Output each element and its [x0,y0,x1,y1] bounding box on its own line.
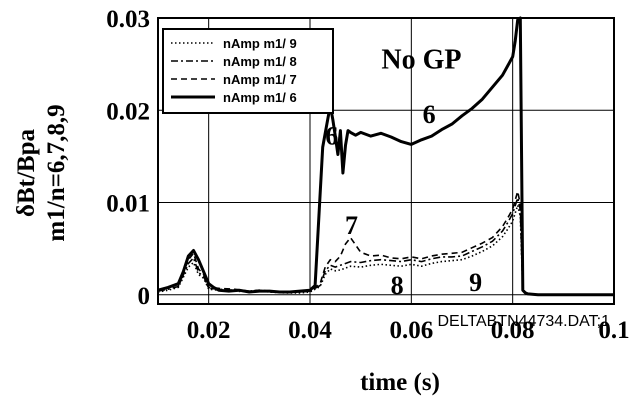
y-tick-label: 0.03 [106,6,150,33]
legend-label: nAmp m1/ 7 [223,72,297,87]
annotation-label: 9 [469,268,482,297]
annotation-label: 6 [325,121,338,150]
annotation-label: 6 [423,100,436,129]
series-layer [157,16,614,297]
x-tick-label: 0.06 [389,317,433,344]
annotation-layer: No GP 6 6 7 8 9 [325,45,482,300]
annotation-label: 7 [345,211,358,240]
y-tick-label: 0 [138,283,151,310]
legend-label: nAmp m1/ 8 [223,54,297,69]
x-tick-label: 0.08 [491,317,535,344]
legend: nAmp m1/ 9 nAmp m1/ 8 nAmp m1/ 7 nAmp m1/ 6 [162,28,334,114]
annotation-label: No GP [381,45,461,76]
x-tick-label: 0.1 [598,317,629,344]
annotation-label: 8 [391,271,404,300]
y-tick-label: 0.02 [106,98,150,125]
series-line-4 [157,16,614,297]
y-axis-label-line: δBt/Bpa [13,129,40,218]
legend-label: nAmp m1/ 9 [223,36,297,51]
series-line-2 [157,197,614,296]
series-line-1 [157,204,614,296]
footer-label: DELTABTN44734.DAT;1 [437,313,610,330]
x-tick-label: 0.02 [187,317,231,344]
y-tick-label: 0.01 [106,191,150,218]
x-tick-label: 0.04 [288,317,332,344]
series-line-3 [157,190,614,296]
y-axis-label-line: m1/n=6,7,8,9 [43,104,70,241]
y-axis-label: δBt/Bpa m1/n=6,7,8,9 [13,104,70,241]
tick-layer: 0.02 0.04 0.06 0.08 0.1 0 0.01 0.02 0.03 [106,6,629,344]
plot-frame [157,17,615,305]
legend-label: nAmp m1/ 6 [223,90,297,105]
x-axis-label: time (s) [360,369,440,396]
